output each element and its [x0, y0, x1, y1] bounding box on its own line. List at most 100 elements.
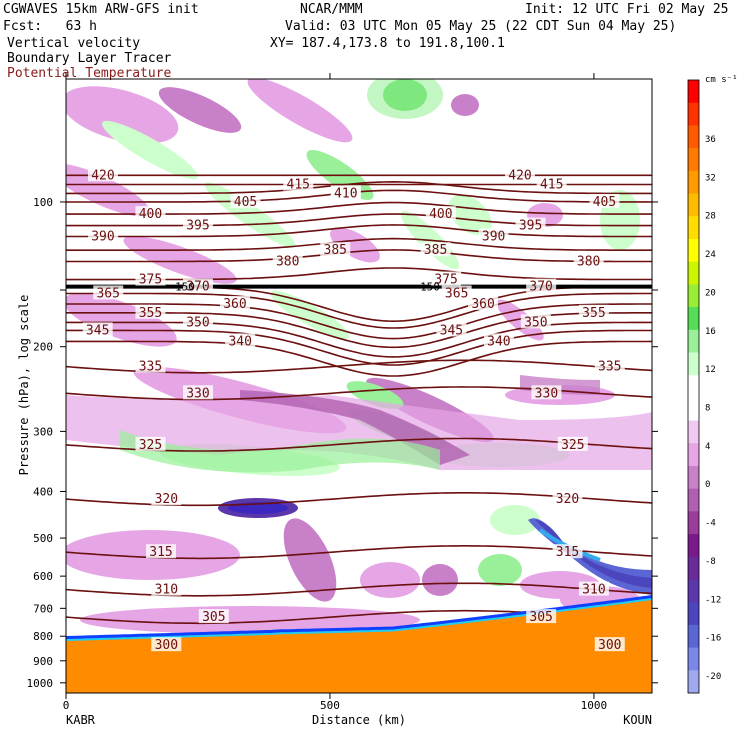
theta-contour-line [66, 180, 652, 195]
y-tick-label: 200 [33, 341, 53, 354]
theta-label: 355 [139, 306, 162, 321]
theta-label-bg [589, 193, 620, 208]
theta-label: 300 [155, 638, 178, 653]
downdraft-patch [123, 236, 237, 284]
downdraft-patch [66, 293, 177, 347]
theta-contour-line [66, 237, 652, 251]
updraft-patch [448, 194, 492, 236]
colorbar-tick-label: 20 [705, 288, 716, 298]
updraft-patch [204, 182, 296, 248]
colorbar-tick-label: 4 [705, 442, 710, 452]
downdraft-patch [451, 94, 479, 116]
colorbar-tick-label: -8 [705, 557, 716, 567]
y-tick-label: 600 [33, 570, 53, 583]
theta-label-bg [441, 285, 472, 300]
header-xy: XY= 187.4,173.8 to 191.8,100.1 [270, 36, 505, 51]
colorbar-swatch [688, 647, 699, 671]
colorbar-tick-label: -4 [705, 519, 716, 529]
theta-label-bg [135, 436, 166, 451]
theta-label: 380 [577, 255, 600, 270]
colorbar-swatch [688, 352, 699, 376]
theta-label: 420 [91, 168, 114, 183]
header-init: Init: 12 UTC Fri 02 May 25 [525, 2, 729, 17]
theta-label: 310 [582, 583, 605, 598]
y-axis-title: Pressure (hPa), log scale [17, 295, 31, 476]
colorbar-swatch [688, 148, 699, 172]
theta-label: 365 [445, 286, 468, 301]
downdraft-patch [330, 227, 380, 263]
theta-label: 345 [86, 323, 109, 338]
theta-contour-line [66, 321, 652, 358]
downdraft-patch [66, 163, 151, 217]
colorbar-swatch [688, 602, 699, 626]
theta-label: 380 [276, 255, 299, 270]
theta-label-bg [557, 436, 588, 451]
theta-label: 395 [519, 219, 542, 234]
downdraft-patch [158, 87, 242, 133]
theta-contour-line [66, 292, 652, 329]
x-endpoint-left: KABR [66, 713, 96, 727]
colorbar-tick-label: 36 [705, 135, 716, 145]
y-tick-label: 1000 [27, 677, 54, 690]
colorbar-swatch [688, 261, 699, 285]
theta-label: 405 [234, 195, 257, 210]
field-potential-temperature: Potential Temperature [7, 66, 172, 81]
x-endpoint-right: KOUN [623, 713, 652, 727]
theta-label-bg [272, 253, 303, 268]
theta-label-bg [552, 491, 583, 506]
theta-label-bg [468, 295, 499, 310]
colorbar-swatch [688, 375, 699, 399]
theta-label-bg [283, 176, 314, 191]
theta-label: 405 [593, 195, 616, 210]
theta-contour-line [66, 303, 652, 340]
theta-label: 395 [186, 219, 209, 234]
colorbar-tick-label: -20 [705, 672, 721, 682]
header-org: NCAR/MMM [300, 2, 363, 17]
colorbar-tick-label: 12 [705, 365, 716, 375]
colorbar-swatch [688, 443, 699, 467]
colorbar-swatch [688, 511, 699, 535]
colorbar-swatch [688, 420, 699, 444]
theta-label-bg [182, 314, 213, 329]
colorbar-swatch [688, 216, 699, 240]
colorbar-tick-label: 16 [705, 327, 716, 337]
colorbar-swatch [688, 170, 699, 195]
theta-label-bg [478, 228, 509, 243]
theta-label-bg [578, 304, 609, 319]
downdraft-patch [360, 562, 420, 598]
theta-label: 345 [440, 323, 463, 338]
downdraft-patch [66, 86, 179, 144]
theta-label: 360 [223, 297, 246, 312]
theta-label: 385 [424, 243, 447, 258]
colorbar-tick-label: 28 [705, 212, 716, 222]
x-tick-label: 1000 [581, 699, 608, 712]
theta-label: 400 [139, 207, 162, 222]
header-valid: Valid: 03 UTC Mon 05 May 25 (22 CDT Sun … [285, 19, 677, 34]
y-tick-label: 500 [33, 532, 53, 545]
theta-label-bg [436, 322, 467, 337]
updraft-patch [478, 554, 522, 586]
x-tick-label: 500 [320, 699, 340, 712]
vertical-velocity-field [66, 79, 652, 653]
theta-label: 350 [524, 315, 547, 330]
theta-label: 340 [228, 334, 251, 349]
colorbar-swatch [688, 579, 699, 603]
theta-label: 310 [155, 583, 178, 598]
theta-label-bg [420, 242, 451, 257]
theta-label-bg [536, 176, 567, 191]
theta-label: 350 [186, 315, 209, 330]
theta-label: 360 [471, 297, 494, 312]
theta-label-bg [198, 609, 229, 624]
colorbar-swatch [688, 238, 699, 263]
theta-label: 335 [598, 360, 621, 375]
theta-label-bg [526, 609, 557, 624]
theta-label-bg [431, 271, 462, 286]
strong-downdraft-band [535, 520, 652, 588]
theta-label: 415 [540, 178, 563, 193]
theta-label-bg [182, 278, 213, 293]
x-tick-label: 0 [63, 699, 70, 712]
theta-contour-line [66, 329, 652, 366]
theta-label: 335 [139, 360, 162, 375]
y-tick-label: 700 [33, 602, 53, 615]
